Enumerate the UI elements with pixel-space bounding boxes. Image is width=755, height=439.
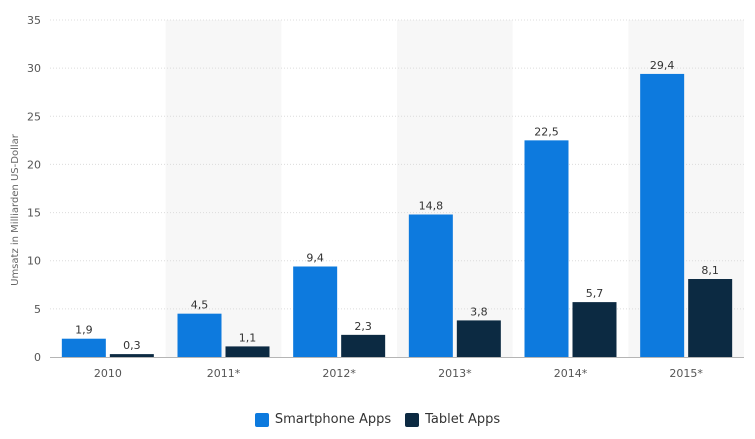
data-label: 5,7: [586, 287, 604, 300]
data-label: 8,1: [701, 264, 719, 277]
x-tick-label: 2011*: [207, 367, 241, 380]
data-label: 1,1: [239, 331, 257, 344]
x-axis-ticks: 2010 2011* 2012* 2013* 2014* 2015*: [94, 367, 704, 380]
category-band: [165, 20, 282, 357]
legend-swatch-tablet-apps: [405, 412, 420, 427]
y-tick-label: 35: [27, 14, 41, 27]
x-tick-label: 2014*: [554, 367, 588, 380]
y-tick-label: 15: [27, 207, 41, 220]
bar[interactable]: [524, 140, 569, 357]
legend-label-tablet-apps: Tablet Apps: [425, 412, 501, 427]
bar[interactable]: [456, 320, 501, 357]
data-label: 4,5: [191, 299, 209, 312]
legend-label-smartphone-apps: Smartphone Apps: [274, 412, 392, 427]
data-label: 3,8: [470, 305, 488, 318]
x-tick-label: 2013*: [438, 367, 472, 380]
bar[interactable]: [177, 313, 222, 357]
bar[interactable]: [572, 302, 617, 357]
legend-item-tablet-apps[interactable]: Tablet Apps: [405, 412, 500, 427]
x-tick-label: 2012*: [322, 367, 356, 380]
y-tick-label: 0: [34, 351, 41, 364]
y-tick-label: 30: [27, 62, 41, 75]
bar[interactable]: [408, 214, 453, 357]
y-axis-ticks: 0 5 10 15 20 25 30 35: [27, 14, 41, 364]
legend-item-smartphone-apps[interactable]: Smartphone Apps: [254, 412, 392, 427]
bar[interactable]: [640, 73, 685, 358]
y-tick-label: 5: [34, 303, 41, 316]
data-label: 22,5: [534, 125, 559, 138]
bar[interactable]: [61, 338, 106, 357]
legend-swatch-smartphone-apps: [254, 412, 269, 427]
bars: [61, 73, 733, 358]
y-tick-label: 10: [27, 255, 41, 268]
bar[interactable]: [225, 346, 270, 357]
y-axis-label: Umsatz in Milliarden US-Dollar: [10, 133, 21, 286]
x-tick-label: 2015*: [669, 367, 703, 380]
data-label: 29,4: [650, 59, 675, 72]
data-label: 14,8: [419, 199, 444, 212]
bar[interactable]: [293, 266, 338, 357]
bar[interactable]: [109, 354, 154, 357]
data-label: 0,3: [123, 339, 141, 352]
data-label: 9,4: [306, 251, 324, 264]
data-label: 2,3: [354, 320, 372, 333]
x-tick-label: 2010: [94, 367, 122, 380]
y-tick-label: 25: [27, 110, 41, 123]
legend: Smartphone Apps Tablet Apps: [0, 412, 755, 427]
y-tick-label: 20: [27, 158, 41, 171]
bar[interactable]: [688, 279, 733, 357]
bar[interactable]: [341, 334, 386, 357]
data-labels: 1,9 0,3 4,5 1,1 9,4 2,3 14,8 3,8 22,5 5,7 29,4 8,1: [75, 59, 719, 352]
data-label: 1,9: [75, 324, 93, 337]
